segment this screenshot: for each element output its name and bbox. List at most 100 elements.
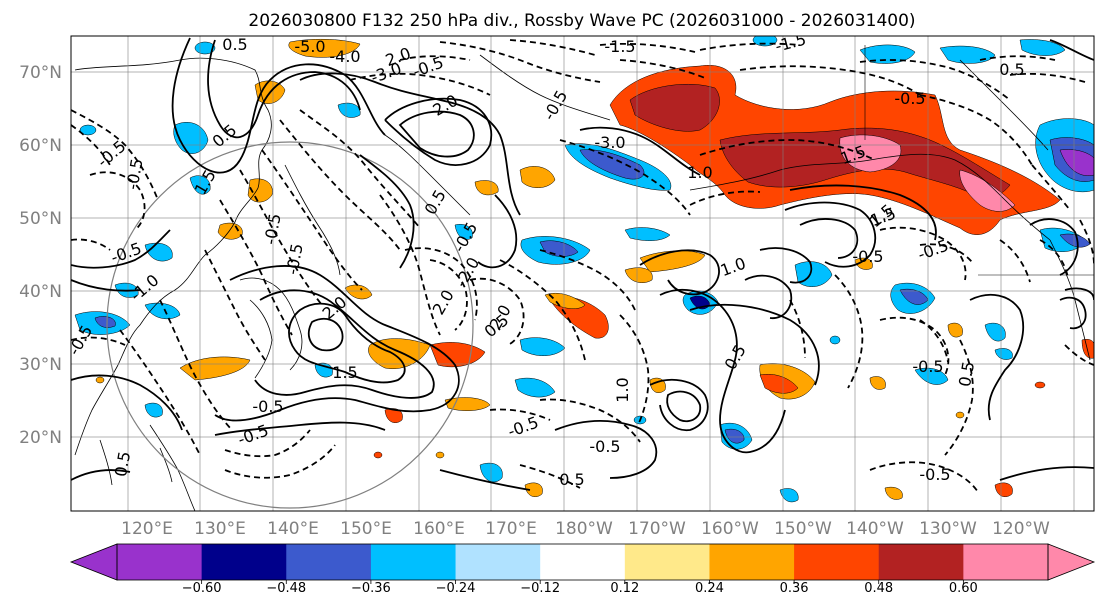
negative-contour [219,199,293,336]
divergence-blob [854,257,873,270]
positive-contour [71,374,183,431]
divergence-blob [579,149,645,180]
divergence-blob [984,322,1006,342]
positive-contour [384,97,493,166]
colorbar-segment [455,544,541,580]
positive-contour [784,201,877,268]
contour-label: 0.5 [222,35,247,54]
colorbar-segment [370,544,457,580]
negative-contour [689,190,761,206]
divergence-blob [373,451,383,459]
colorbar-frame [116,543,1049,581]
divergence-blob [368,338,431,370]
divergence-blob [994,482,1013,497]
divergence-blob [344,284,373,300]
negative-contour [1064,344,1094,366]
negative-contour [299,109,421,229]
contour-label: 0.5 [955,360,978,388]
colorbar-tick-label: −0.24 [436,581,476,596]
negative-contour [1031,164,1071,211]
positive-contour [799,218,859,259]
negative-contour [919,319,949,363]
positive-contour [308,318,344,352]
negative-contour [499,259,586,361]
negative-contour [919,243,973,263]
colorbar-extend-high [1047,543,1096,581]
negative-contour [71,124,111,166]
colorbar-segment [963,544,1049,580]
contour-label: 0.5 [559,470,584,489]
colorbar: −0.60 −0.48 −0.36 −0.24 −0.12 0.12 0.24 0.36 0.4… [69,543,1096,596]
divergence-blob [624,227,671,241]
colorbar-tick-label: 0.12 [610,581,639,596]
lat-label: 70°N [19,63,62,83]
negative-contour [399,55,471,61]
negative-contour [349,72,491,96]
figure-title: 2026030800 F132 250 hPa div., Rossby Wav… [248,11,915,31]
divergence-blob [994,348,1013,360]
divergence-blob [247,178,273,203]
positive-contour [288,302,406,384]
positive-contour [969,293,1024,421]
positive-contour [579,126,701,176]
colorbar-extend-low [69,543,118,581]
lon-label: 150°W [774,519,832,539]
map-panel: -5.0-4.0-3.0-1.5-1.5-0.50.5 2.02.0 -0.5-3.… [70,35,1095,512]
contour-labels: -5.0-4.0-3.0-1.5-1.5-0.50.5 2.02.0 -0.5-3.… [71,35,1025,489]
negative-contour [999,239,1031,283]
divergence-blob [947,322,963,338]
negative-contour [1039,239,1069,279]
positive-contour [477,194,518,269]
divergence-blob [144,402,163,418]
negative-contour [619,314,650,426]
lon-label: 170°W [628,519,686,539]
colorbar-tick-label: −0.48 [266,581,306,596]
positive-contour [71,279,141,292]
coastline [249,299,273,379]
divergence-blob [884,486,903,500]
positive-contour [398,110,475,158]
positive-contour [789,184,937,241]
negative-contour [539,398,641,443]
colorbar-tick-label: −0.60 [182,581,222,596]
contour-label: -0.5 [252,397,283,416]
negative-contour [509,39,596,56]
negative-contour [469,277,525,346]
divergence-blob [1059,149,1094,176]
divergence-blob [955,411,965,419]
colorbar-segment [709,544,795,580]
lon-label: 140°E [267,519,319,539]
coastline [959,59,1049,151]
coastline [74,57,272,151]
colorbar-tick-label: −0.36 [351,581,391,596]
contour-label: -4.0 [329,47,360,66]
colorbar-segment [794,544,880,580]
positive-contour [1059,296,1087,330]
negative-contour [439,41,601,83]
latitude-labels: 70°N 60°N 50°N 40°N 30°N 20°N [19,63,62,448]
negative-contour [879,226,967,281]
divergence-blob [759,374,799,394]
positive-contour [254,289,435,399]
reference-circle [106,141,474,509]
negative-contour [789,299,806,359]
contour-label: -1.5 [604,37,635,56]
positive-contour [1029,218,1079,276]
divergence-blob [94,316,116,328]
negative-contour [869,461,979,493]
lat-label: 50°N [19,209,62,229]
colorbar-segment [117,544,203,580]
divergence-blob [629,83,720,132]
negative-contour [159,299,233,431]
divergence-blob [79,124,97,136]
divergence-blob [435,451,445,459]
contour-label: -0.5 [894,89,925,108]
negative-contour [224,429,311,458]
divergence-blob [384,408,403,423]
divergence-blob [724,428,745,444]
negative-contour [379,194,441,336]
positive-contour [71,229,171,269]
negative-contour [834,274,864,389]
lon-label: 160°E [413,519,465,539]
contour-label: 0.5 [111,450,134,478]
